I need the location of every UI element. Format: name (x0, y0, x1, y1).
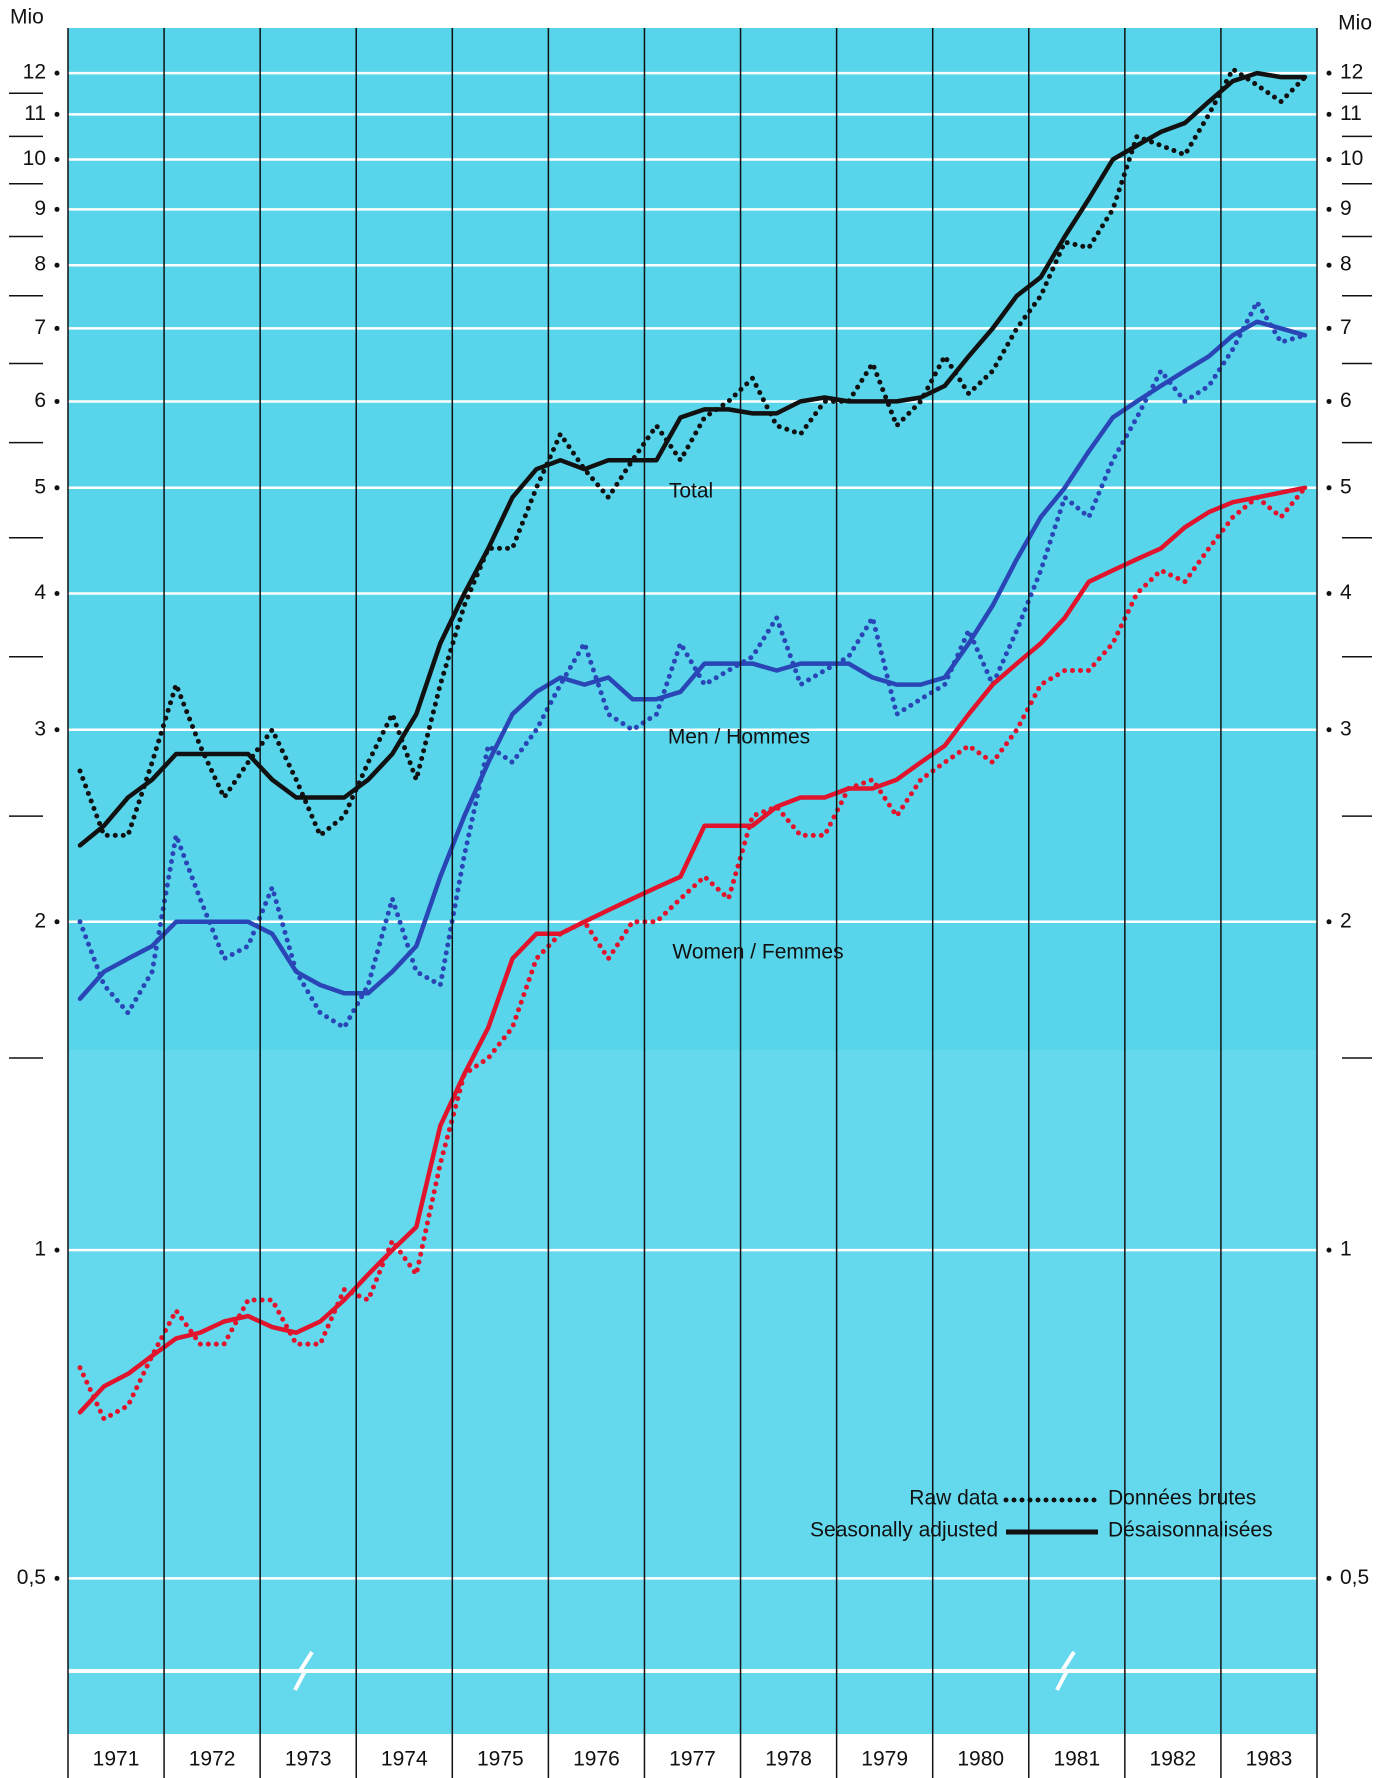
y-tick-mark (55, 1248, 60, 1253)
x-tick-label: 1971 (93, 1748, 140, 1771)
x-tick-label: 1972 (189, 1748, 236, 1771)
y-tick-label-right: 4 (1340, 581, 1352, 604)
y-tick-mark (55, 71, 60, 76)
y-tick-label: 2 (34, 909, 46, 932)
y-tick-mark-right (1327, 399, 1332, 404)
y-tick-label: 6 (34, 389, 46, 412)
y-tick-mark (55, 727, 60, 732)
x-tick-label: 1973 (285, 1748, 332, 1771)
y-tick-mark-right (1327, 485, 1332, 490)
y-tick-label-right: 7 (1340, 316, 1352, 339)
x-tick-label: 1976 (573, 1748, 620, 1771)
y-tick-mark-right (1327, 157, 1332, 162)
y-tick-label: 7 (34, 316, 46, 339)
legend-label: Raw data (909, 1487, 998, 1510)
y-tick-mark-right (1327, 112, 1332, 117)
y-tick-mark (55, 263, 60, 268)
y-tick-mark-right (1327, 263, 1332, 268)
y-tick-label: 10 (23, 147, 46, 170)
chart: Mio Mio Raw data Données brutes Seasonal… (0, 0, 1387, 1778)
y-tick-mark (55, 157, 60, 162)
y-tick-label: 8 (34, 253, 46, 276)
x-tick-label: 1979 (861, 1748, 908, 1771)
y-tick-label: 9 (34, 197, 46, 220)
y-tick-mark-right (1327, 207, 1332, 212)
y-tick-mark-right (1327, 1576, 1332, 1581)
y-tick-label-right: 6 (1340, 389, 1352, 412)
y-tick-label-right: 11 (1340, 102, 1362, 125)
x-tick-label: 1978 (765, 1748, 812, 1771)
x-tick-label: 1977 (669, 1748, 716, 1771)
y-tick-mark-right (1327, 919, 1332, 924)
y-tick-label-right: 0,5 (1340, 1566, 1369, 1589)
series-label: Total (669, 480, 713, 503)
x-tick-label: 1981 (1053, 1748, 1100, 1771)
y-tick-mark-right (1327, 591, 1332, 596)
series-label: Men / Hommes (668, 726, 810, 749)
y-tick-label-right: 12 (1340, 61, 1363, 84)
y-tick-mark-right (1327, 326, 1332, 331)
y-tick-mark-right (1327, 727, 1332, 732)
y-tick-mark (55, 399, 60, 404)
y-tick-mark (55, 485, 60, 490)
unit-label: Mio (10, 6, 44, 29)
plot-shade (68, 1050, 1317, 1734)
y-tick-mark (55, 919, 60, 924)
series-label: Women / Femmes (672, 941, 843, 964)
y-tick-label: 12 (23, 61, 46, 84)
y-tick-label-right: 8 (1340, 253, 1352, 276)
y-tick-label: 3 (34, 717, 46, 740)
legend-label: Données brutes (1108, 1487, 1256, 1510)
y-tick-label: 5 (34, 475, 46, 498)
y-tick-label: 11 (24, 102, 46, 125)
y-tick-mark-right (1327, 1248, 1332, 1253)
y-tick-mark-right (1327, 71, 1332, 76)
y-tick-label-right: 9 (1340, 197, 1352, 220)
y-tick-mark (55, 591, 60, 596)
y-tick-label: 0,5 (17, 1566, 46, 1589)
y-tick-label-right: 2 (1340, 909, 1352, 932)
y-tick-label-right: 1 (1340, 1238, 1352, 1261)
x-tick-label: 1983 (1246, 1748, 1293, 1771)
x-tick-label: 1980 (957, 1748, 1004, 1771)
y-tick-mark (55, 1576, 60, 1581)
legend-label: Désaisonnalisées (1108, 1519, 1273, 1542)
unit-label-right: Mio (1338, 12, 1372, 35)
y-tick-mark (55, 112, 60, 117)
y-tick-mark (55, 326, 60, 331)
x-tick-label: 1982 (1150, 1748, 1197, 1771)
x-tick-label: 1974 (381, 1748, 428, 1771)
y-tick-mark (55, 207, 60, 212)
y-tick-label-right: 10 (1340, 147, 1363, 170)
y-tick-label: 4 (34, 581, 46, 604)
legend-label: Seasonally adjusted (810, 1519, 998, 1542)
y-tick-label: 1 (34, 1238, 46, 1261)
y-tick-label-right: 5 (1340, 475, 1352, 498)
y-tick-label-right: 3 (1340, 717, 1352, 740)
x-tick-label: 1975 (477, 1748, 524, 1771)
